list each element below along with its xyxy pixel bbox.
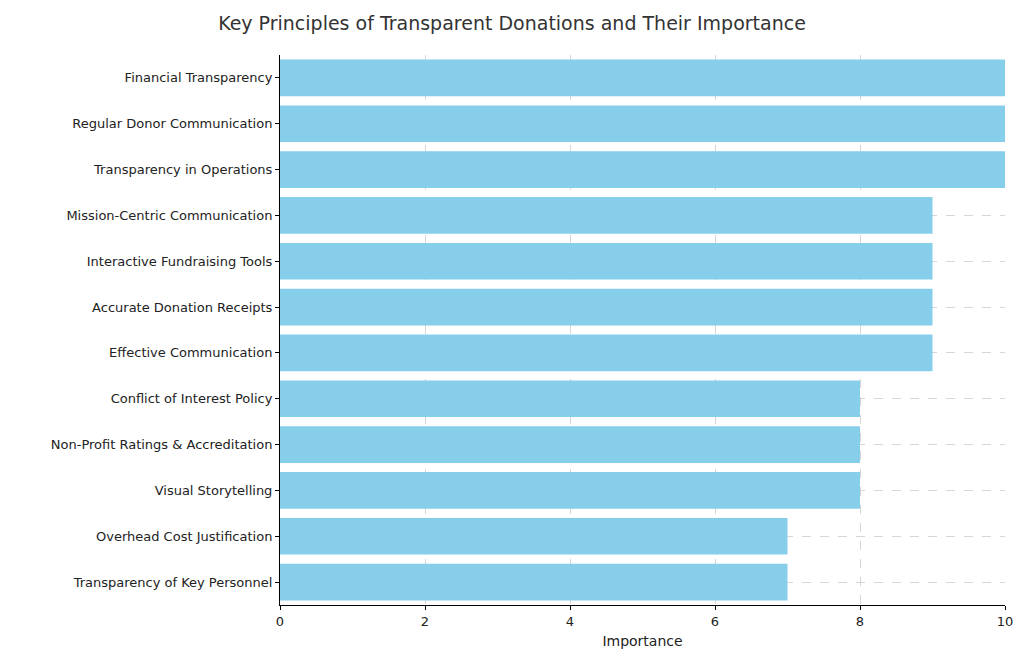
svg-text:Overhead Cost Justification: Overhead Cost Justification	[96, 529, 272, 544]
svg-text:0: 0	[276, 614, 284, 629]
svg-text:Visual Storytelling: Visual Storytelling	[155, 483, 273, 498]
svg-text:2: 2	[421, 614, 429, 629]
svg-text:10: 10	[997, 614, 1014, 629]
svg-text:Mission-Centric Communication: Mission-Centric Communication	[66, 208, 272, 223]
svg-text:Effective Communication: Effective Communication	[109, 345, 272, 360]
svg-text:Non-Profit Ratings & Accredita: Non-Profit Ratings & Accreditation	[51, 437, 273, 452]
svg-text:Key Principles of Transparent: Key Principles of Transparent Donations …	[218, 12, 806, 34]
svg-text:Conflict of Interest Policy: Conflict of Interest Policy	[111, 391, 273, 406]
svg-text:Transparency in Operations: Transparency in Operations	[93, 162, 273, 177]
svg-text:Importance: Importance	[602, 633, 682, 649]
svg-text:6: 6	[711, 614, 719, 629]
svg-text:Accurate Donation Receipts: Accurate Donation Receipts	[92, 300, 272, 315]
svg-text:Financial Transparency: Financial Transparency	[125, 70, 273, 85]
svg-text:Transparency of Key Personnel: Transparency of Key Personnel	[73, 575, 273, 590]
svg-text:8: 8	[856, 614, 864, 629]
svg-text:4: 4	[566, 614, 574, 629]
svg-text:Interactive Fundraising Tools: Interactive Fundraising Tools	[87, 254, 273, 269]
svg-text:Regular Donor Communication: Regular Donor Communication	[72, 116, 272, 131]
